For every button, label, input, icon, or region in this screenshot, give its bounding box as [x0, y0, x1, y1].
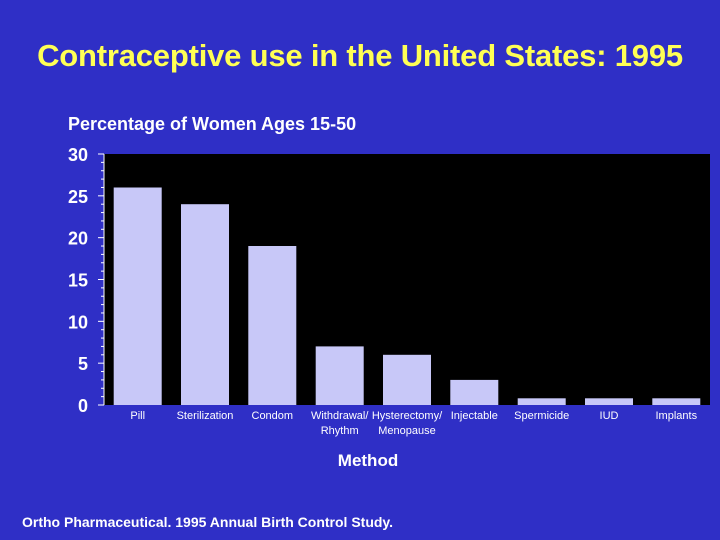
- x-tick-label: Spermicide: [514, 410, 569, 422]
- y-axis-label: Percentage of Women Ages 15-50: [68, 114, 357, 134]
- bar: [517, 398, 566, 405]
- x-tick-label: Condom: [252, 410, 294, 422]
- chart-title: Contraceptive use in the United States: …: [37, 38, 683, 73]
- bar: [315, 346, 364, 405]
- x-tick-label: Implants: [656, 410, 698, 422]
- bar: [585, 398, 633, 405]
- x-axis-label: Method: [337, 451, 399, 470]
- y-tick-label: 30: [68, 145, 88, 165]
- x-tick-label: IUD: [600, 410, 619, 422]
- y-tick-label: 5: [78, 354, 88, 374]
- x-tick-label: Pill: [130, 410, 145, 422]
- x-axis-tick-labels: Pill Sterilization Condom Withdrawal/Rhythm…: [130, 410, 697, 437]
- bar: [652, 398, 701, 405]
- x-tick-label: Sterilization: [177, 410, 234, 422]
- y-tick-label: 20: [68, 229, 88, 249]
- y-tick-label: 15: [68, 271, 88, 291]
- bar: [181, 204, 229, 405]
- bars: [113, 187, 701, 405]
- bar: [383, 354, 431, 405]
- bar: [450, 379, 499, 405]
- source-note: Ortho Pharmaceutical. 1995 Annual Birth …: [22, 514, 394, 530]
- bar: [248, 246, 297, 405]
- x-tick-label: Injectable: [451, 410, 498, 422]
- bar: [113, 187, 162, 405]
- y-tick-label: 25: [68, 187, 88, 207]
- y-axis-ticks: 0 5 10 15 20 25 30: [68, 145, 104, 416]
- x-tick-label: Withdrawal/Rhythm: [311, 410, 369, 437]
- y-tick-label: 10: [68, 312, 88, 332]
- y-tick-label: 0: [78, 396, 88, 416]
- x-tick-label: Hysterectomy/Menopause: [372, 410, 443, 437]
